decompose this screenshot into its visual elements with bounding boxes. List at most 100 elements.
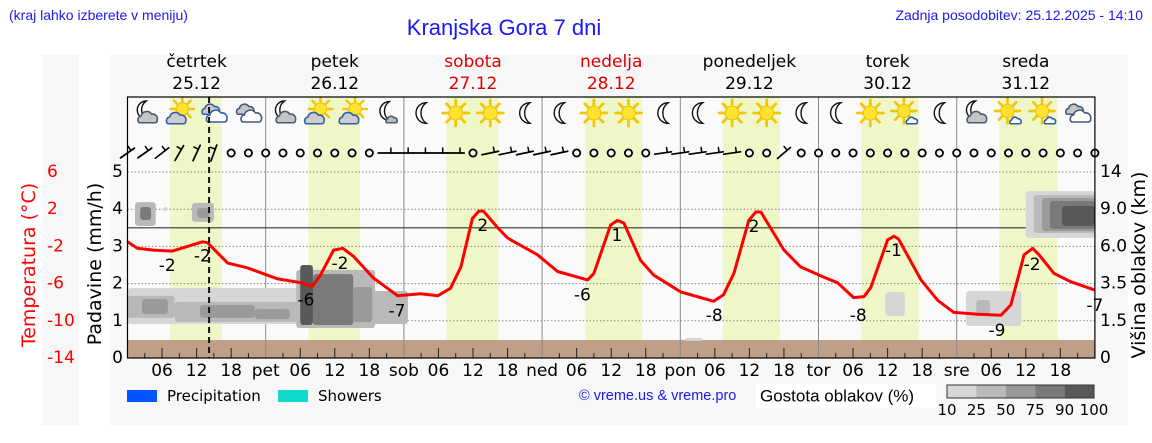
cloud-blob bbox=[200, 305, 255, 318]
wind-barb-row bbox=[119, 144, 1100, 162]
wind-calm-icon bbox=[848, 148, 858, 158]
day-name: petek bbox=[311, 52, 359, 72]
moon-icon bbox=[415, 101, 429, 125]
day-name: sreda bbox=[1002, 52, 1049, 72]
precipitation-tick: 3 bbox=[112, 236, 123, 256]
sun-icon bbox=[441, 98, 471, 128]
temperature-label: -2 bbox=[332, 254, 349, 274]
hour-label: 06 bbox=[151, 361, 173, 381]
wind-barb-icon bbox=[515, 146, 534, 156]
hour-label: 18 bbox=[497, 361, 519, 381]
time-ticks bbox=[144, 348, 1079, 358]
day-date: 29.12 bbox=[725, 74, 774, 94]
density-title-background bbox=[756, 384, 936, 408]
cloud-height-tick: 6.0 bbox=[1100, 236, 1127, 256]
hour-label: 18 bbox=[911, 361, 933, 381]
sun-cloud-icon bbox=[165, 96, 196, 125]
sun-icon bbox=[752, 98, 782, 128]
cloud-blob bbox=[885, 292, 905, 316]
wind-barb-icon bbox=[532, 146, 552, 156]
temperature-axis-panel bbox=[42, 55, 79, 425]
precipitation-tick: 5 bbox=[112, 162, 123, 182]
density-swatch bbox=[1064, 385, 1094, 398]
day-abbrev-label: pon bbox=[664, 361, 696, 381]
legend: Precipitation Showers © vreme.us & vreme.p… bbox=[127, 384, 1108, 419]
wind-calm-icon bbox=[831, 148, 841, 158]
wind-calm-icon bbox=[278, 148, 288, 158]
hour-label: 12 bbox=[324, 361, 346, 381]
temperature-label: 2 bbox=[749, 217, 760, 237]
sun-small-cloud-icon bbox=[993, 97, 1022, 125]
day-abbrev-label: pet bbox=[252, 361, 280, 381]
credits-link[interactable]: © vreme.us & vreme.pro bbox=[579, 388, 736, 404]
wind-calm-icon bbox=[1038, 148, 1048, 158]
density-swatch bbox=[947, 385, 977, 398]
temperature-line bbox=[126, 209, 1096, 317]
hour-label: 06 bbox=[428, 361, 450, 381]
temperature-label: -2 bbox=[194, 247, 211, 267]
density-tick-label: 25 bbox=[967, 401, 986, 419]
wind-calm-icon bbox=[952, 148, 962, 158]
temperature-label: -2 bbox=[1024, 255, 1041, 275]
wind-calm-icon bbox=[589, 148, 599, 158]
wind-calm-icon bbox=[226, 148, 236, 158]
density-swatch bbox=[1035, 385, 1065, 398]
wind-calm-icon bbox=[641, 148, 651, 158]
wind-calm-icon bbox=[969, 148, 979, 158]
temperature-tick: -6 bbox=[47, 274, 64, 294]
cloud-blob bbox=[300, 265, 313, 326]
moon-icon bbox=[795, 101, 809, 125]
temperature-label: -7 bbox=[389, 302, 406, 322]
temperature-label: -6 bbox=[574, 286, 591, 306]
precipitation-tick: 1 bbox=[112, 311, 123, 331]
density-tick-label: 90 bbox=[1055, 401, 1074, 419]
moon-icon bbox=[691, 101, 705, 125]
cloud-height-tick: 9.0 bbox=[1100, 199, 1127, 219]
wind-calm-icon bbox=[762, 148, 772, 158]
hour-label: 12 bbox=[600, 361, 622, 381]
cloud-density-layer bbox=[127, 190, 1095, 341]
showers-legend-label: Showers bbox=[318, 387, 382, 405]
day-name: četrtek bbox=[166, 52, 227, 72]
cloud-density-legend-title: Gostota oblakov (%) bbox=[760, 387, 914, 406]
moon-cloud-icon bbox=[136, 100, 159, 124]
wind-barb-icon bbox=[671, 146, 690, 156]
sun-icon bbox=[855, 98, 885, 128]
wind-barb-icon bbox=[776, 145, 792, 160]
location-menu-hint[interactable]: (kraj lahko izberete v meniju) bbox=[9, 7, 188, 23]
temperature-label: 1 bbox=[612, 226, 623, 246]
cloud-height-axis-title: Višina oblakov (km) bbox=[1128, 172, 1150, 359]
hour-label: 12 bbox=[1015, 361, 1037, 381]
precipitation-axis-title: Padavine (mm/h) bbox=[84, 183, 106, 346]
hour-label: 18 bbox=[220, 361, 242, 381]
overcast-grey-icon bbox=[1065, 103, 1092, 123]
temperature-label: -8 bbox=[850, 306, 867, 326]
cloud-blob bbox=[197, 208, 210, 219]
hour-label: 12 bbox=[462, 361, 484, 381]
hour-label: 06 bbox=[980, 361, 1002, 381]
temperature-label: -2 bbox=[159, 256, 176, 276]
cloud-blob bbox=[1062, 205, 1095, 226]
wind-calm-icon bbox=[744, 148, 754, 158]
moon-icon bbox=[829, 101, 844, 125]
hour-label: 12 bbox=[186, 361, 208, 381]
wind-calm-icon bbox=[313, 148, 323, 158]
cloud-height-tick: 0 bbox=[1100, 348, 1111, 368]
daylight-band bbox=[585, 97, 643, 340]
hour-label: 18 bbox=[359, 361, 381, 381]
cloud-blob bbox=[684, 337, 703, 341]
wind-barb-icon bbox=[722, 146, 742, 156]
temperature-tick: -14 bbox=[47, 348, 75, 368]
wind-calm-icon bbox=[986, 148, 996, 158]
axis-labels: 0 -14 0 1 -10 1.5 2 -6 3.5 3 -2 6.0 4 2 9.0 5 6 14 Tempera… bbox=[18, 162, 1150, 368]
wind-calm-icon bbox=[917, 148, 927, 158]
wind-calm-icon bbox=[1004, 148, 1014, 158]
wind-calm-icon bbox=[865, 148, 875, 158]
wind-barb-icon bbox=[411, 147, 431, 154]
sun-small-cloud-icon bbox=[1028, 97, 1057, 125]
temperature-label: 2 bbox=[477, 216, 488, 236]
temperature-label: -8 bbox=[706, 306, 723, 326]
day-date: 26.12 bbox=[310, 74, 359, 94]
moon-cloud-icon bbox=[965, 100, 988, 124]
day-date: 31.12 bbox=[1001, 74, 1050, 94]
